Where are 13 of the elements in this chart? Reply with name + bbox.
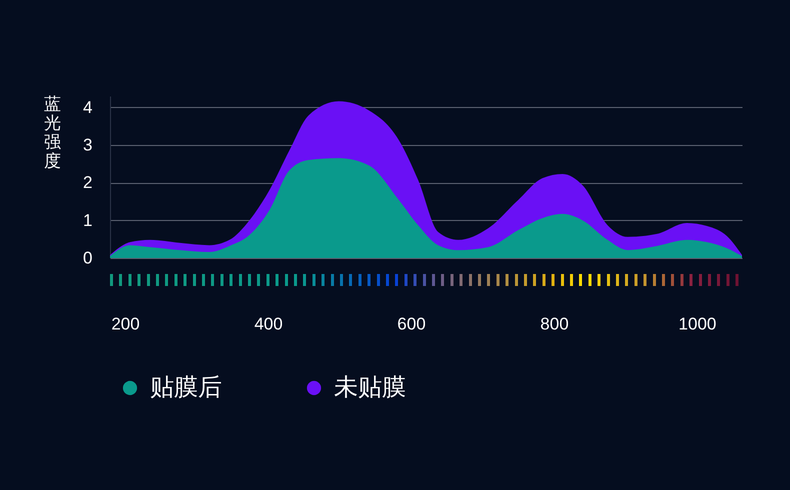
x-tick-label: 400 <box>254 314 283 334</box>
x-tick-label: 200 <box>111 314 140 334</box>
y-tick-label: 3 <box>83 135 92 154</box>
x-tick-label: 800 <box>540 314 569 334</box>
y-tick-label: 2 <box>83 173 92 192</box>
x-tick-label: 600 <box>397 314 426 334</box>
y-tick-label: 0 <box>83 248 92 268</box>
y-axis-title: 蓝光强度 <box>44 94 61 170</box>
legend-label: 未贴膜 <box>334 374 406 401</box>
x-tick-label: 1000 <box>678 314 716 334</box>
y-tick-label: 4 <box>83 98 92 117</box>
y-tick-label: 1 <box>83 210 92 230</box>
legend-label: 贴膜后 <box>150 374 222 401</box>
